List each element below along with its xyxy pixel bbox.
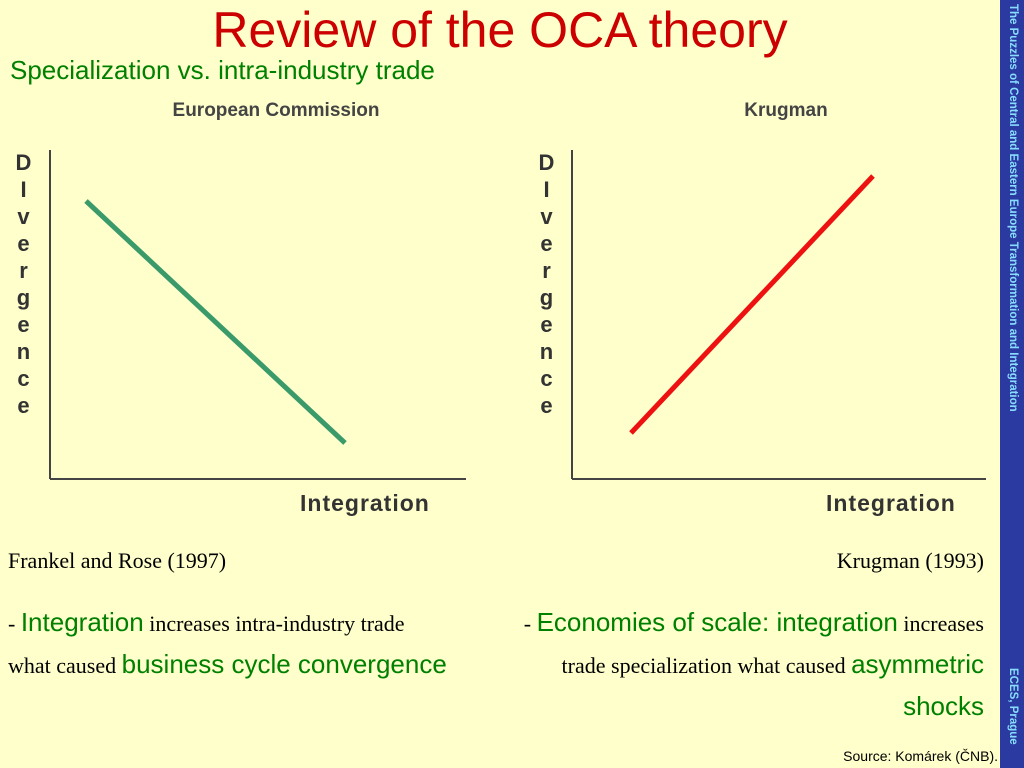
subtitle: Specialization vs. intra-industry trade: [10, 55, 435, 85]
text: increases trade specialization what caus…: [561, 611, 984, 678]
paragraph: - Integration increases intra-industry t…: [8, 602, 448, 686]
diagrams: [49, 150, 986, 480]
text: -: [8, 611, 21, 636]
highlight: asymmetric shocks: [851, 649, 984, 721]
panel-title: European Commission: [172, 100, 380, 121]
sidebar: The Puzzles of Central and Eastern Europ…: [1000, 0, 1024, 768]
highlight: business cycle convergence: [121, 649, 447, 679]
highlight: Economies of scale: integration: [536, 607, 898, 637]
text: -: [523, 611, 537, 636]
trend-line: [629, 174, 875, 435]
text: increases intra-industry trade what caus…: [8, 611, 405, 678]
x-axis-label: Integration: [300, 490, 430, 516]
sidebar-text: ECES, Prague: [1007, 668, 1019, 745]
trend-line: [84, 199, 347, 445]
y-axis-label: DIvergence: [534, 150, 559, 420]
sidebar-text: The Puzzles of Central and Eastern Europ…: [1007, 4, 1019, 412]
caption: Frankel and Rose (1997): [8, 548, 227, 573]
caption: Krugman (1993): [836, 548, 984, 573]
highlight: Integration: [20, 607, 144, 637]
x-axis-label: Integration: [826, 490, 956, 516]
panel-title: Krugman: [744, 100, 828, 121]
y-axis-label: DIvergence: [11, 150, 36, 420]
paragraph: - Economies of scale: integration increa…: [494, 602, 984, 728]
source: Source: Komárek (ČNB).: [843, 748, 998, 764]
title: Review of the OCA theory: [212, 2, 788, 58]
